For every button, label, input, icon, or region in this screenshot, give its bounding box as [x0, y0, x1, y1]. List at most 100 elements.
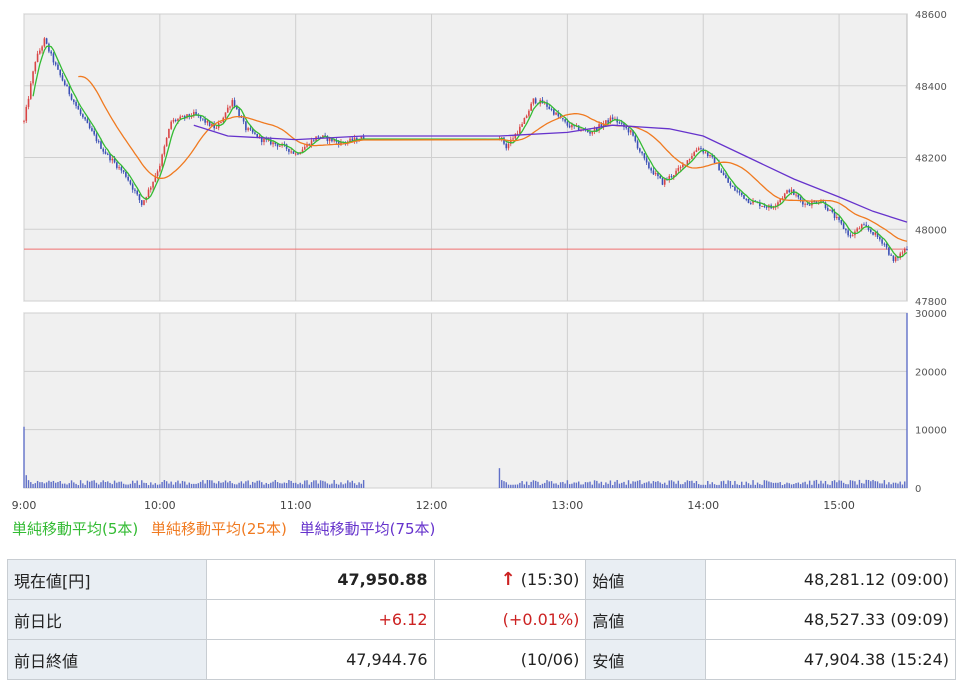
volume-bar	[77, 485, 80, 488]
volume-bar	[879, 483, 881, 488]
candle-body	[102, 148, 105, 152]
table-row: 現在値[円] 47,950.88 ↑ (15:30) 始値 48,281.12 …	[7, 559, 956, 600]
volume-bar	[720, 481, 723, 488]
candle-body	[840, 220, 843, 224]
candle-body	[523, 117, 526, 125]
volume-bar	[793, 483, 795, 488]
candle-body	[874, 232, 877, 235]
volume-bar	[881, 483, 883, 488]
candle-body	[659, 176, 662, 179]
volume-bar	[143, 482, 145, 488]
volume-bar	[30, 482, 32, 488]
volume-bar	[168, 483, 170, 488]
candle-body	[140, 200, 143, 205]
candle-body	[802, 200, 804, 205]
volume-bar	[648, 481, 650, 488]
candle-body	[204, 118, 206, 123]
candle-body	[231, 100, 234, 107]
candle-body	[63, 80, 66, 85]
volume-bar	[501, 480, 503, 488]
volume-bar	[849, 480, 852, 488]
candle-body	[362, 136, 365, 140]
volume-bar	[41, 482, 43, 488]
volume-bar	[134, 483, 136, 488]
volume-bar	[331, 483, 333, 488]
volume-bar	[587, 482, 589, 488]
volume-bar	[688, 481, 691, 488]
volume-bar	[93, 480, 95, 488]
volume-bar	[756, 482, 759, 488]
volume-bar	[611, 485, 614, 488]
candle-body	[634, 135, 637, 142]
candle-body	[516, 133, 519, 135]
volume-bar	[645, 482, 648, 488]
volume-bar	[679, 484, 682, 488]
candle-body	[894, 257, 897, 262]
volume-bar	[122, 483, 125, 488]
volume-bar	[161, 481, 163, 488]
candle-body	[512, 138, 514, 140]
volume-bar	[754, 484, 757, 488]
candle-body	[851, 235, 854, 237]
volume-bar	[281, 483, 283, 488]
volume-bar	[677, 480, 680, 488]
legend-ma5: 単純移動平均(5本)	[12, 520, 139, 538]
volume-bar	[765, 480, 768, 488]
volume-bar	[199, 481, 202, 488]
volume-bar	[272, 481, 274, 488]
volume-bar	[779, 482, 781, 488]
candle-body	[677, 167, 680, 171]
volume-bar	[152, 484, 154, 488]
volume-bar	[267, 484, 270, 488]
candle-body	[269, 139, 272, 145]
volume-bar	[745, 481, 747, 488]
volume-bar	[258, 480, 261, 488]
candle-body	[174, 119, 177, 121]
volume-bar	[79, 480, 82, 488]
candle-body	[59, 69, 62, 76]
candle-body	[849, 235, 852, 237]
volume-bar	[845, 484, 847, 488]
candle-body	[693, 151, 695, 156]
candle-body	[790, 189, 793, 193]
candle-body	[557, 112, 560, 117]
candle-body	[351, 138, 354, 141]
volume-bar	[313, 480, 315, 488]
chart-canvas: 48600 48400 48200 48000 47800 30000 20000 1000…	[12, 10, 947, 512]
volume-bar	[621, 482, 623, 488]
volume-bar	[335, 483, 338, 488]
time-tick-label: 9:00	[12, 499, 37, 512]
candle-body	[238, 108, 240, 117]
volume-bar	[100, 482, 102, 488]
candle-body	[156, 171, 159, 177]
volume-bar	[544, 482, 546, 488]
volume-bar	[73, 482, 75, 488]
volume-bar	[333, 480, 335, 488]
volume-bar	[618, 483, 621, 488]
time-tick-label: 13:00	[552, 499, 584, 512]
volume-bar	[716, 484, 718, 488]
candle-body	[629, 130, 632, 133]
volume-bar	[242, 483, 245, 488]
volume-tick-label: 30000	[915, 309, 947, 320]
high-label: 高値	[585, 599, 707, 640]
volume-bar	[349, 482, 351, 488]
candle-body	[134, 189, 136, 191]
candle-body	[328, 138, 331, 142]
volume-bar	[147, 485, 150, 488]
volume-bar	[358, 482, 360, 488]
volume-bar	[818, 483, 820, 488]
candle-body	[224, 112, 227, 118]
candle-body	[68, 86, 71, 95]
candle-body	[713, 156, 716, 164]
volume-bar	[525, 481, 528, 488]
candle-body	[331, 138, 333, 142]
volume-bar	[88, 481, 91, 488]
volume-bar	[729, 480, 732, 488]
volume-bar	[188, 482, 190, 488]
legend-ma75: 単純移動平均(75本)	[299, 520, 436, 538]
volume-bar	[734, 480, 736, 488]
stats-table: 現在値[円] 47,950.88 ↑ (15:30) 始値 48,281.12 …	[7, 559, 956, 680]
volume-bar	[306, 480, 308, 488]
ma25-line	[78, 75, 908, 242]
